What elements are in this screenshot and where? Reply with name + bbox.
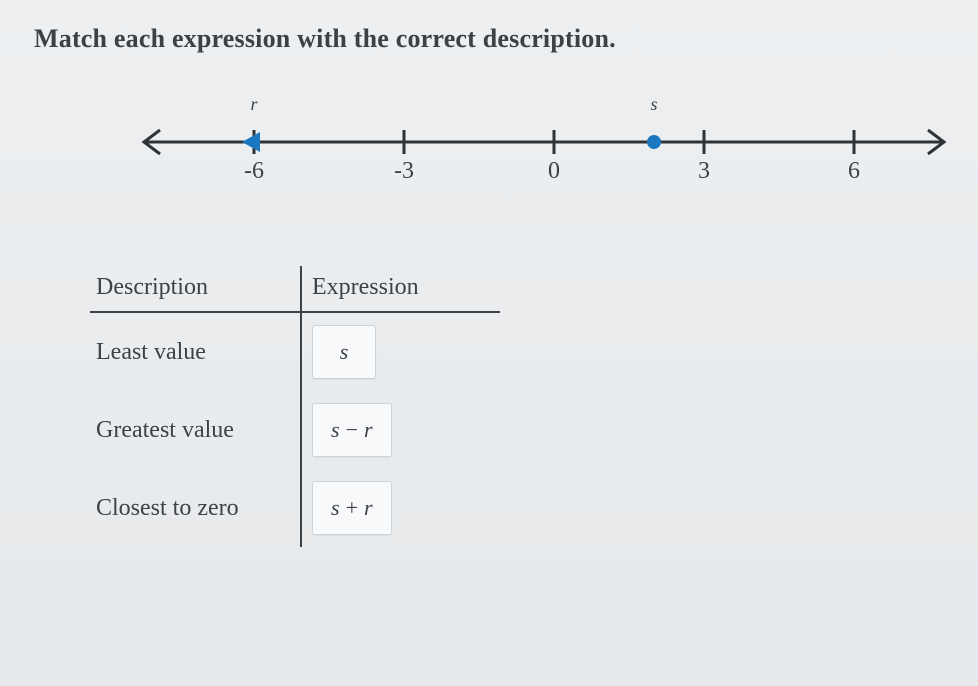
table-row: Greatest value s−r (90, 391, 500, 469)
tick-label: -6 (244, 158, 264, 185)
table-row: Least value s (90, 313, 500, 391)
expression-cell: s (300, 313, 500, 391)
expression-tile[interactable]: s (312, 325, 376, 379)
tick-label: 3 (698, 158, 710, 185)
worksheet-page: Match each expression with the correct d… (0, 0, 978, 686)
variable-label-s: s (650, 94, 657, 115)
table-header-row: Description Expression (90, 266, 500, 313)
description-cell: Closest to zero (90, 495, 300, 522)
tick-label: 6 (848, 158, 860, 185)
table-row: Closest to zero s+r (90, 469, 500, 547)
tick-label: 0 (548, 158, 560, 185)
point-s (647, 135, 661, 149)
expression-cell: s+r (300, 469, 500, 547)
column-header-description: Description (90, 266, 300, 311)
number-line: -6-3036 rs (134, 100, 934, 220)
tick-label: -3 (394, 158, 414, 185)
expression-tile[interactable]: s+r (312, 481, 392, 535)
expression-cell: s−r (300, 391, 500, 469)
expression-tile[interactable]: s−r (312, 403, 392, 457)
variable-label-r: r (250, 94, 257, 115)
match-table: Description Expression Least value s Great… (90, 266, 500, 547)
prompt-text: Match each expression with the correct d… (34, 24, 944, 54)
column-header-expression: Expression (300, 266, 500, 311)
description-cell: Least value (90, 339, 300, 366)
description-cell: Greatest value (90, 417, 300, 444)
